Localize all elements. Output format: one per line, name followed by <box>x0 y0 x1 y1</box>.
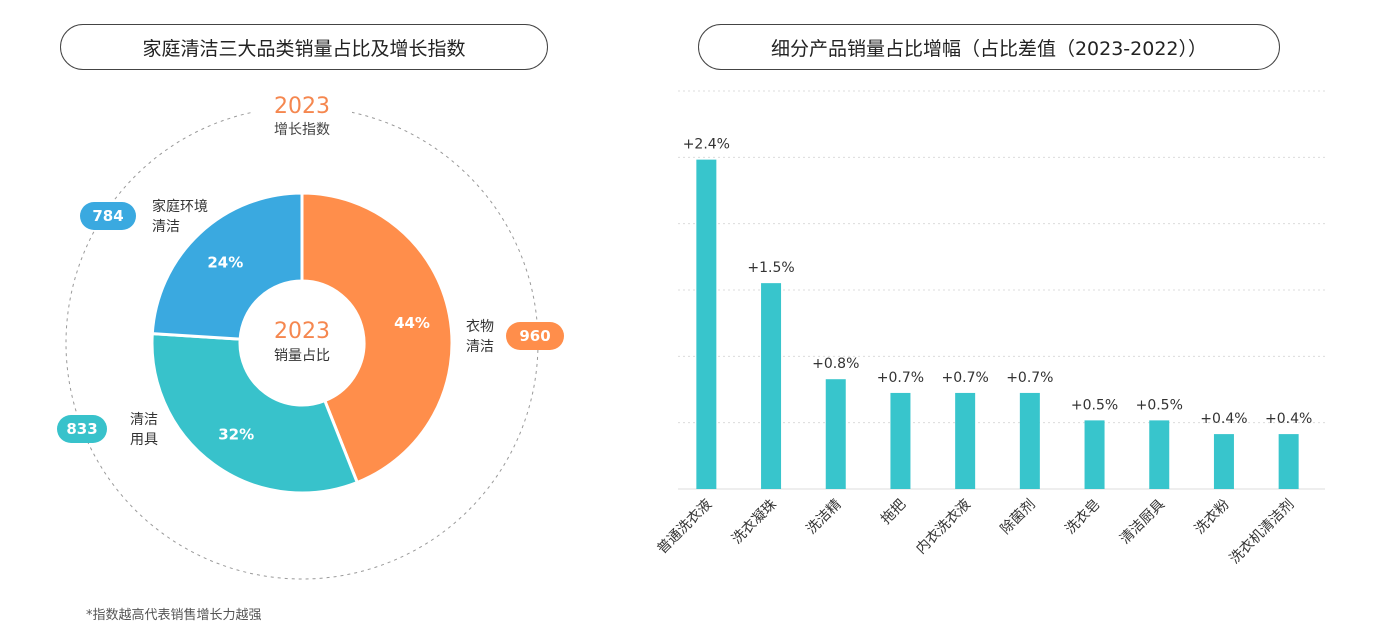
bar <box>1149 420 1170 489</box>
bar-value-label: +0.7% <box>1006 370 1053 386</box>
bar-category-label: 普通洗衣液 <box>654 497 715 558</box>
slice-index-badge <box>80 202 136 230</box>
bar-category-label: 洗衣粉 <box>1192 497 1233 538</box>
slice-name-line2: 用具 <box>130 432 158 448</box>
bar-value-label: +0.5% <box>1136 397 1183 413</box>
center-text: 销量占比 <box>274 348 330 364</box>
bar-value-label: +0.7% <box>941 370 988 386</box>
bar-category-label: 洗衣皂 <box>1062 497 1103 538</box>
slice-index-value: 784 <box>92 207 123 225</box>
bar-category-label: 清洁厨具 <box>1117 497 1168 548</box>
donut-slice <box>150 331 360 495</box>
bar-value-label: +2.4% <box>683 137 730 153</box>
center-year: 2023 <box>274 319 330 344</box>
bar-category-label: 拖把 <box>878 497 909 528</box>
bar-category-label: 除菌剂 <box>998 497 1039 538</box>
outer-label-text: 增长指数 <box>274 122 330 138</box>
bar-value-label: +0.4% <box>1200 411 1247 427</box>
slice-share-label: 24% <box>207 253 243 271</box>
slice-name-line2: 清洁 <box>152 219 180 235</box>
bar-value-label: +0.5% <box>1071 397 1118 413</box>
bar-category-label: 内衣洗衣液 <box>913 497 974 558</box>
bar-series <box>696 159 1299 489</box>
bar <box>955 392 976 489</box>
slice-name-line1: 衣物 <box>466 319 494 335</box>
bar-value-label: +0.8% <box>812 356 859 372</box>
donut-slices <box>150 191 454 495</box>
bar <box>1278 434 1299 489</box>
outer-label-year: 2023 <box>274 94 330 119</box>
slice-index-badge <box>57 415 107 443</box>
bar-value-label: +0.7% <box>877 370 924 386</box>
slice-index-badge <box>506 322 564 350</box>
slice-share-label: 44% <box>394 314 430 332</box>
donut-chart-title: 家庭清洁三大品类销量占比及增长指数 <box>60 24 548 70</box>
bar-category-label: 洗衣机清洁剂 <box>1227 497 1298 568</box>
bar <box>1213 434 1234 489</box>
slice-index-value: 960 <box>519 327 550 345</box>
bar-value-labels: +2.4% +1.5% +0.8% +0.7% +0.7% +0.7% +0.5% +0.5%… <box>683 137 1313 427</box>
bar <box>696 159 717 489</box>
footnote: *指数越高代表销售增长力越强 <box>86 608 262 623</box>
slice-name-line2: 清洁 <box>466 339 494 355</box>
donut-slice <box>150 191 304 341</box>
bar <box>825 379 846 489</box>
bar-category-label: 洗洁精 <box>804 497 845 538</box>
bar <box>890 392 911 489</box>
bar-value-label: +0.4% <box>1265 411 1312 427</box>
bar <box>1084 420 1105 489</box>
outer-label-backdrop <box>252 88 352 142</box>
donut-slice <box>300 191 454 485</box>
slice-share-label: 32% <box>218 426 254 444</box>
slice-name-line1: 清洁 <box>130 412 158 428</box>
bar-value-label: +1.5% <box>747 260 794 276</box>
slice-name-line1: 家庭环境 <box>152 198 208 215</box>
bar <box>761 283 782 489</box>
bar <box>1019 392 1040 489</box>
bar-chart-title: 细分产品销量占比增幅（占比差值（2023-2022）） <box>698 24 1280 70</box>
slice-index-value: 833 <box>66 420 97 438</box>
bar-category-label: 洗衣凝珠 <box>729 497 780 548</box>
